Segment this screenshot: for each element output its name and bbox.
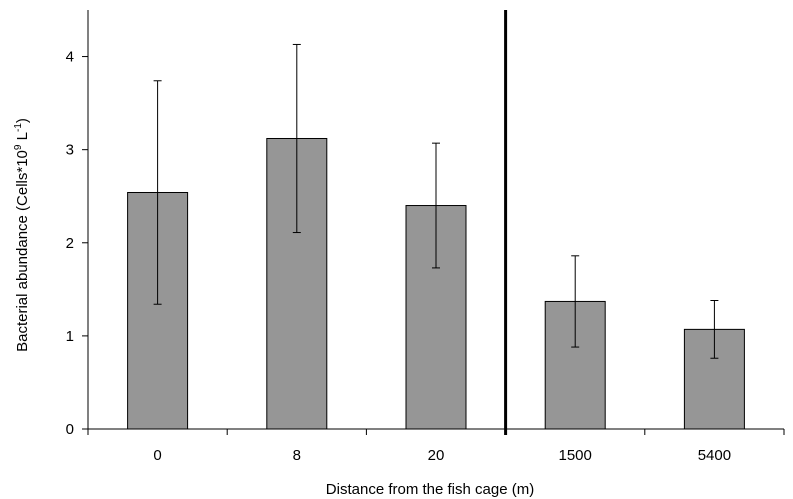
y-tick-label-2: 2 [66,235,74,252]
y-axis-title: Bacterial abundance (Cells*109 L-1) [13,118,31,352]
y-tick-label-0: 0 [66,421,74,438]
x-axis-title: Distance from the fish cage (m) [326,481,534,498]
x-tick-label-20: 20 [428,447,445,464]
y-axis-title-prefix: Bacterial abundance (Cells*10 [14,150,31,352]
error-bars-group [153,43,719,359]
x-tick-label-0: 0 [153,447,161,464]
y-tick-label-3: 3 [66,142,74,159]
axes-group [82,10,785,435]
x-tick-labels: 0 8 20 1500 5400 [153,447,731,464]
y-tick-label-1: 1 [66,328,74,345]
x-tick-label-8: 8 [293,447,301,464]
y-axis-title-middle: L [14,132,31,145]
x-tick-label-1500: 1500 [559,447,592,464]
x-tick-label-5400: 5400 [698,447,731,464]
y-axis-title-suffix: ) [14,118,31,123]
y-tick-label-4: 4 [66,49,74,66]
y-axis-title-exp1: 9 [13,144,24,150]
y-axis-title-exp2: -1 [13,123,24,132]
y-tick-labels: 0 1 2 3 4 [66,49,74,438]
